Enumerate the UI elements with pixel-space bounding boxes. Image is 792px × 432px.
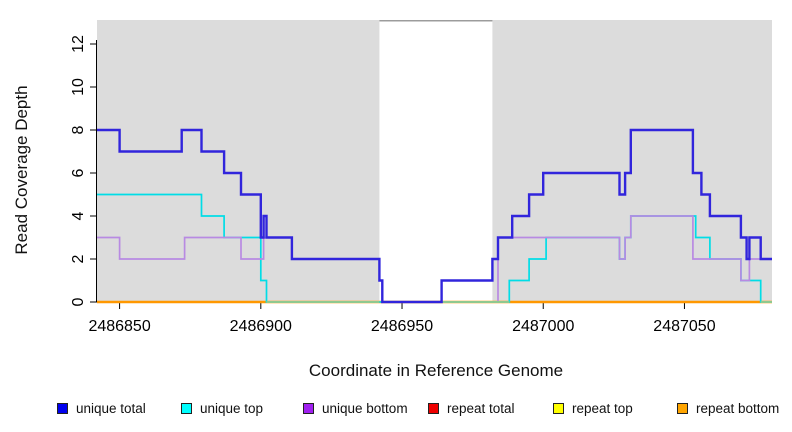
legend-swatch-icon [553, 402, 564, 414]
legend-label: repeat top [572, 400, 633, 416]
legend: unique total unique top unique bottom repea… [0, 399, 792, 423]
chart-area: 0 2 4 6 8 10 12 2486850 2486900 2486950 2487000 248… [12, 20, 772, 380]
x-tick-label: 2487050 [653, 318, 715, 335]
y-tick-label: 10 [70, 78, 87, 96]
legend-label: unique top [200, 400, 264, 416]
legend-swatch-icon [57, 402, 68, 414]
no-data-region [379, 21, 493, 303]
legend-item-unique-bottom: unique bottom [303, 399, 408, 417]
y-tick-label: 8 [70, 125, 87, 134]
legend-item-repeat-bottom: repeat bottom [677, 399, 779, 417]
legend-label: repeat bottom [696, 400, 780, 416]
y-tick-label: 0 [70, 297, 87, 306]
legend-item-repeat-total: repeat total [428, 399, 515, 417]
legend-item-unique-total: unique total [57, 399, 146, 417]
legend-label: unique bottom [322, 400, 408, 416]
y-tick-label: 12 [70, 35, 87, 53]
x-axis-title: Coordinate in Reference Genome [308, 361, 564, 380]
legend-item-unique-top: unique top [181, 399, 263, 417]
y-tick-label: 2 [70, 254, 87, 263]
y-tick-label: 6 [70, 168, 87, 177]
legend-swatch-icon [428, 402, 439, 414]
legend-swatch-icon [303, 402, 314, 414]
legend-label: repeat total [447, 400, 515, 416]
x-tick-label: 2486900 [230, 318, 292, 335]
y-tick-label: 4 [70, 211, 87, 220]
x-tick-label: 2487000 [512, 318, 574, 335]
x-tick-label: 2486950 [371, 318, 433, 335]
series-line-unique-total [97, 128, 772, 304]
x-tick-label: 2486850 [88, 318, 150, 335]
legend-swatch-icon [181, 402, 192, 414]
y-axis-title: Read Coverage Depth [12, 85, 31, 255]
legend-label: unique total [76, 400, 146, 416]
coverage-plot-svg: 0 2 4 6 8 10 12 2486850 2486900 2486950 2487000 248… [70, 20, 772, 335]
legend-item-repeat-top: repeat top [553, 399, 633, 417]
legend-swatch-icon [677, 402, 688, 414]
